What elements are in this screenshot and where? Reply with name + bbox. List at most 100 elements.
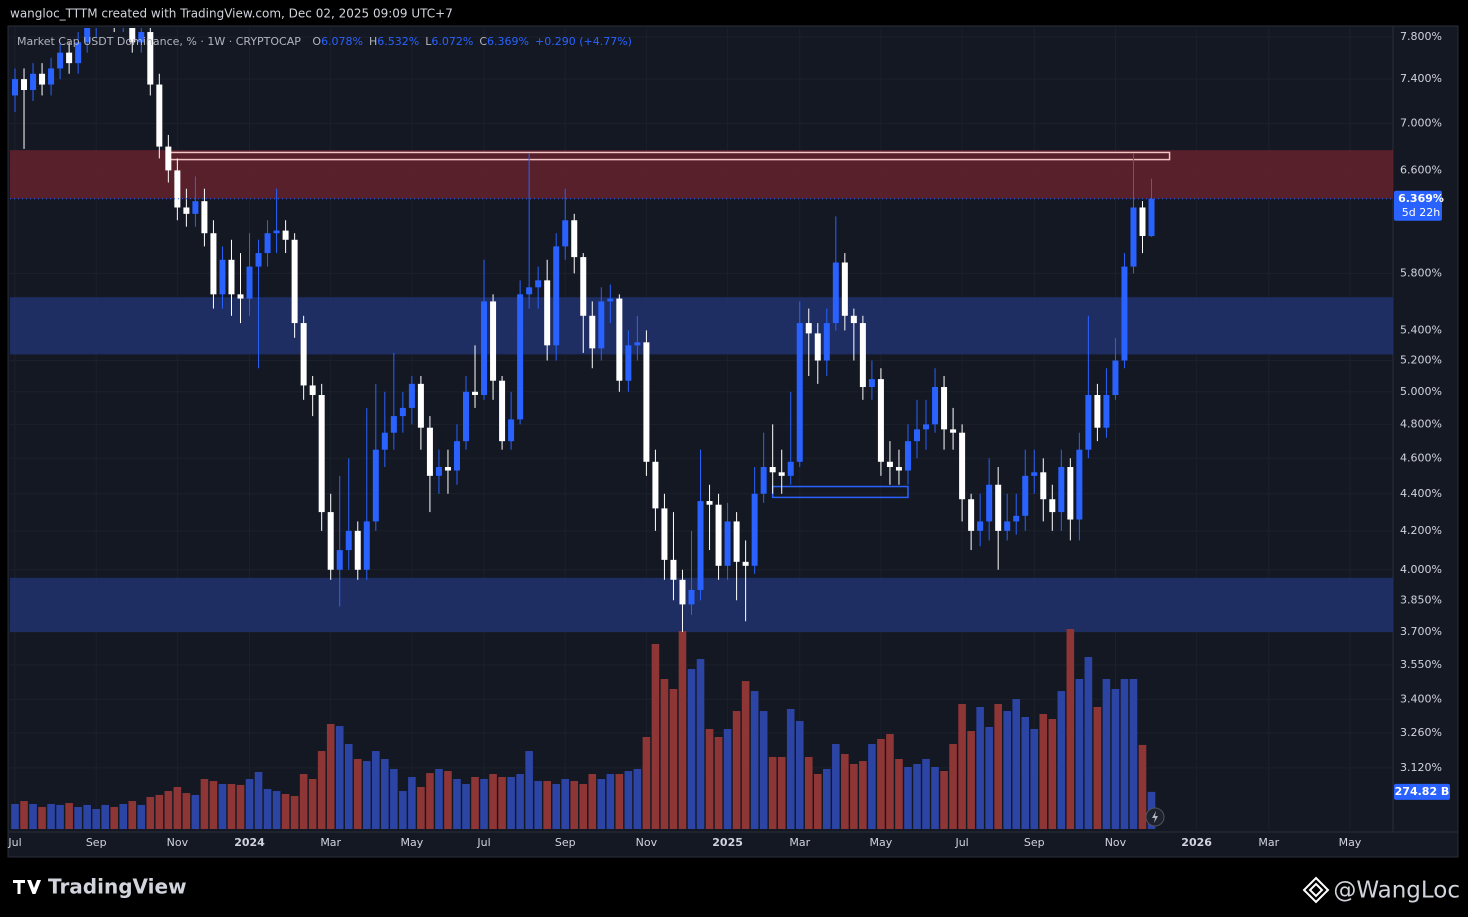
- candle-body: [1013, 515, 1020, 522]
- legend-value: 6.532%: [377, 35, 419, 48]
- y-tick-label: 6.600%: [1400, 163, 1442, 176]
- volume-tag: [1394, 783, 1450, 800]
- candle-body: [264, 233, 271, 254]
- volume-bar: [913, 764, 921, 829]
- candle-body: [237, 294, 244, 299]
- zone: [10, 297, 1393, 355]
- candle-body: [273, 230, 280, 234]
- candle-body: [508, 419, 515, 442]
- volume-bar: [399, 791, 407, 829]
- volume-bar: [777, 756, 786, 829]
- candle-body: [679, 579, 686, 605]
- volume-bar: [453, 779, 461, 829]
- candle-body: [363, 521, 370, 570]
- volume-bar: [588, 774, 597, 829]
- y-tick-label: 5.200%: [1400, 354, 1442, 367]
- zone: [10, 150, 1393, 199]
- candle-body: [390, 416, 397, 433]
- y-tick-label: 5.800%: [1400, 266, 1442, 279]
- candle-body: [336, 550, 343, 570]
- volume-bar: [768, 756, 777, 829]
- volume-bar: [985, 726, 993, 829]
- volume-bar: [426, 773, 434, 829]
- candle-body: [435, 467, 442, 476]
- y-tick-label: 3.120%: [1400, 761, 1442, 774]
- x-tick-label: Mar: [1258, 836, 1279, 849]
- legend-value: 6.078%: [321, 35, 363, 48]
- watermark: @WangLoc: [1333, 878, 1460, 904]
- candle-body: [877, 379, 884, 462]
- candle-body: [760, 467, 767, 494]
- x-tick-label: Nov: [167, 836, 189, 849]
- candle-body: [156, 84, 163, 147]
- legend-value: 6.072%: [431, 35, 473, 48]
- candle-body: [1031, 472, 1038, 476]
- candle-body: [589, 315, 596, 349]
- candle-body: [562, 220, 569, 247]
- candle-body: [580, 257, 587, 316]
- x-tick-label: May: [1339, 836, 1362, 849]
- candle-body: [1148, 198, 1155, 237]
- candle-body: [787, 461, 794, 476]
- volume-bar: [489, 774, 497, 829]
- candle-body: [616, 298, 623, 381]
- volume-bar: [561, 779, 570, 829]
- volume-bar: [732, 711, 741, 829]
- candle-body: [841, 262, 848, 316]
- volume-bar: [859, 761, 867, 829]
- candle-body: [850, 315, 857, 324]
- volume-bar: [137, 804, 146, 829]
- volume-bar: [1102, 679, 1111, 829]
- volume-bar: [552, 784, 560, 829]
- watermark-group: @WangLoc: [1302, 876, 1460, 904]
- candle-body: [138, 32, 145, 43]
- volume-bar: [832, 744, 840, 829]
- y-tick-label: 5.400%: [1400, 323, 1442, 336]
- legend-title: Market Cap USDT Dominance, % · 1W · CRYP…: [17, 35, 301, 48]
- candle-body: [1049, 499, 1056, 513]
- candle-body: [959, 432, 966, 500]
- volume-bar: [308, 779, 317, 829]
- volume-bar: [1066, 629, 1075, 829]
- volume-bar: [886, 734, 894, 829]
- last-price-tag: [1394, 190, 1442, 221]
- volume-bar: [462, 784, 470, 829]
- volume-bar: [642, 736, 651, 829]
- volume-bar: [606, 774, 615, 829]
- icon-bolt: [1152, 811, 1158, 823]
- volume-bar: [408, 776, 416, 829]
- candle-body: [634, 342, 641, 346]
- candle-body: [282, 230, 289, 240]
- candle-body: [697, 501, 704, 590]
- volume-bar: [1120, 679, 1129, 829]
- y-tick-label: 7.800%: [1400, 30, 1442, 43]
- candle-body: [426, 427, 433, 476]
- y-tick-label: 3.700%: [1400, 625, 1442, 638]
- legend-key: O: [312, 35, 321, 48]
- volume-bar: [696, 659, 705, 829]
- axes: 7.800% 7.400% 7.000% 6.600% 5.800% 5.400% 5.20…: [7, 30, 1450, 849]
- volume-bar: [335, 726, 344, 829]
- volume-bar: [1030, 729, 1039, 829]
- volume-bar: [795, 721, 804, 829]
- candle-body: [598, 301, 605, 349]
- volume-bar: [687, 669, 696, 829]
- candle-body: [183, 207, 190, 214]
- candle-body: [246, 266, 253, 299]
- volume-bar: [263, 789, 272, 829]
- volume-bar: [381, 759, 389, 829]
- volume-bar: [660, 679, 669, 829]
- volume-bar: [813, 774, 822, 829]
- x-tick-label: Jul: [476, 836, 490, 849]
- x-tick-label: 2026: [1181, 836, 1212, 849]
- volume-bar: [750, 691, 759, 829]
- volume-bar: [507, 776, 515, 829]
- candle-body: [1076, 449, 1083, 520]
- volume-bar: [678, 631, 687, 829]
- candle-body: [75, 42, 82, 64]
- volume-bar: [786, 709, 795, 829]
- volume-bar: [254, 771, 263, 829]
- candle-body: [977, 521, 984, 531]
